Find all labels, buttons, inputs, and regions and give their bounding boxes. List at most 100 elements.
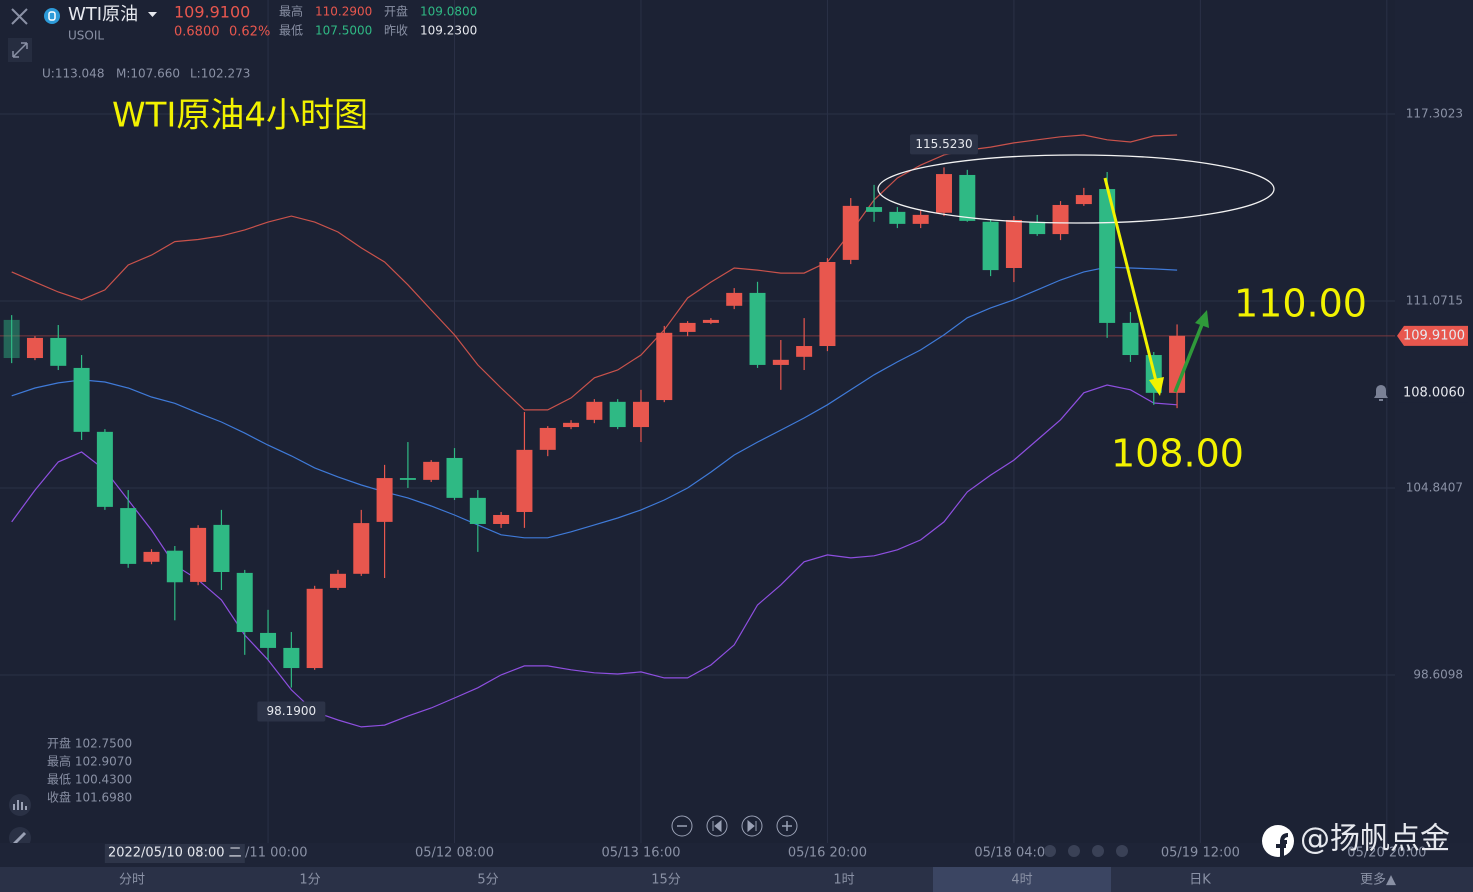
timeframe-tab[interactable]: 分时 bbox=[119, 873, 145, 888]
extreme-tag bbox=[909, 134, 978, 155]
timeframe-tab[interactable]: 15分 bbox=[651, 873, 681, 888]
candle-body bbox=[1029, 221, 1046, 235]
ohlc-info: 开盘 102.7500 bbox=[47, 736, 132, 751]
candle-body bbox=[73, 367, 90, 432]
stat-value: 109.2300 bbox=[420, 24, 477, 38]
last-price-tag bbox=[1397, 325, 1468, 346]
ohlc-info: 最低 100.4300 bbox=[47, 773, 132, 787]
candle-body bbox=[842, 205, 859, 260]
extreme-label: 98.1900 bbox=[267, 704, 317, 718]
expand-button[interactable] bbox=[8, 38, 32, 62]
candle-body bbox=[796, 346, 813, 357]
timeframe-tab[interactable]: 5分 bbox=[477, 873, 498, 888]
candle-body bbox=[632, 401, 649, 428]
candle-body bbox=[656, 332, 673, 401]
page-dots bbox=[1044, 845, 1128, 857]
last-price-label: 109.9100 bbox=[1403, 328, 1465, 343]
candle-body bbox=[539, 427, 556, 450]
alert-tag bbox=[1397, 382, 1468, 403]
y-tick-label: 104.8407 bbox=[1406, 480, 1463, 494]
stat-value: 109.0800 bbox=[420, 5, 477, 19]
candle-body bbox=[726, 292, 743, 306]
candle-body bbox=[1052, 204, 1069, 235]
stat-label: 最低 bbox=[279, 24, 303, 38]
timeframe-bar bbox=[0, 867, 1473, 892]
band-legend: L:102.273 bbox=[190, 67, 250, 81]
crosshair-label: 2022/05/10 08:00 二 bbox=[108, 846, 242, 861]
candle-body bbox=[3, 319, 20, 359]
y-tick-label: 111.0715 bbox=[1406, 293, 1463, 307]
candle-body bbox=[283, 647, 300, 669]
candle-body bbox=[493, 514, 510, 524]
up-arrow bbox=[1173, 310, 1209, 393]
candle-body bbox=[446, 457, 463, 498]
x-tick-label: 05/18 04:00 bbox=[974, 846, 1053, 861]
candle-body bbox=[423, 461, 440, 480]
candle-body bbox=[702, 319, 719, 323]
candle-body bbox=[1005, 219, 1022, 268]
symbol-code: USOIL bbox=[68, 29, 104, 43]
candle-body bbox=[143, 551, 160, 562]
indicator-tool[interactable] bbox=[9, 794, 31, 816]
down-arrow bbox=[1103, 177, 1164, 396]
x-tick-label: 05/12 08:00 bbox=[415, 846, 494, 861]
watermark-logo bbox=[1262, 825, 1294, 858]
candle-body bbox=[376, 478, 393, 522]
candle-body bbox=[912, 214, 929, 224]
alert-label: 108.0060 bbox=[1403, 385, 1465, 400]
candle-body bbox=[982, 221, 999, 271]
candle-body bbox=[1122, 322, 1139, 356]
ohlc-info: 最高 102.9070 bbox=[47, 754, 132, 769]
timeframe-tab[interactable]: 1时 bbox=[833, 873, 854, 888]
candle-body bbox=[50, 337, 67, 366]
band-legend: M:107.660 bbox=[116, 67, 180, 81]
candle-body bbox=[166, 550, 183, 583]
timeframe-tab[interactable]: 4时 bbox=[1011, 873, 1032, 888]
timeframe-tab[interactable]: 日K bbox=[1189, 873, 1211, 888]
zoom-out[interactable] bbox=[671, 815, 693, 837]
extreme-tag bbox=[257, 701, 326, 722]
watermark: @扬帆点金 bbox=[1300, 822, 1450, 857]
candle-body bbox=[1075, 195, 1092, 205]
scroll-end[interactable] bbox=[741, 815, 763, 837]
stat-value: 110.2900 bbox=[315, 5, 372, 19]
candle-body bbox=[866, 207, 883, 212]
dropdown[interactable] bbox=[148, 12, 157, 17]
candle-body bbox=[469, 497, 486, 524]
symbol-name[interactable]: WTI原油 bbox=[68, 4, 138, 25]
stat-value: 107.5000 bbox=[315, 24, 372, 38]
zoom-in[interactable] bbox=[776, 815, 798, 837]
timeframe-tab[interactable]: 1分 bbox=[299, 873, 320, 888]
timeframe-selected bbox=[933, 867, 1111, 892]
symbol-icon bbox=[44, 8, 60, 24]
chart-title: WTI原油4小时图 bbox=[112, 96, 368, 136]
candle-body bbox=[399, 478, 416, 480]
candle-body bbox=[819, 261, 836, 347]
candle-body bbox=[353, 523, 370, 574]
highlight-ellipse bbox=[877, 154, 1275, 224]
x-tick-label: 05/16 20:00 bbox=[788, 846, 867, 861]
band-line bbox=[11, 134, 1178, 411]
change-pct: 0.62% bbox=[229, 25, 270, 40]
candle-body bbox=[772, 359, 789, 365]
candle-body bbox=[959, 174, 976, 221]
candle-body bbox=[236, 572, 253, 633]
candle-body bbox=[213, 524, 230, 573]
band-legend: U:113.048 bbox=[42, 67, 104, 81]
candle-body bbox=[889, 211, 906, 224]
price-axis bbox=[1395, 0, 1473, 843]
close-button[interactable] bbox=[11, 8, 28, 25]
alert-bell bbox=[1374, 384, 1388, 401]
change: 0.6800 bbox=[174, 25, 220, 40]
extreme-label: 115.5230 bbox=[915, 137, 972, 151]
scroll-start[interactable] bbox=[706, 815, 728, 837]
y-tick-label: 98.6098 bbox=[1413, 667, 1463, 681]
annotation: 108.00 bbox=[1111, 432, 1244, 476]
band-line bbox=[11, 266, 1178, 539]
stat-label: 最高 bbox=[279, 4, 303, 19]
timeframe-tab[interactable]: 更多▲ bbox=[1360, 872, 1396, 888]
ohlc-info: 收盘 101.6980 bbox=[47, 790, 132, 805]
stat-label: 昨收 bbox=[384, 24, 408, 38]
candle-body bbox=[586, 401, 603, 420]
